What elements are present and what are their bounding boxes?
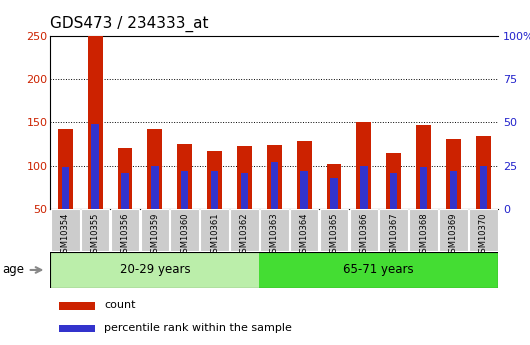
Bar [81,209,110,252]
Bar [301,171,308,209]
Bar [170,209,199,252]
Bar [449,171,457,209]
Text: 65-71 years: 65-71 years [343,264,414,276]
Bar [390,172,398,209]
Text: GSM10366: GSM10366 [359,212,368,258]
Text: GSM10364: GSM10364 [299,212,308,258]
Bar [379,209,408,252]
Bar [147,128,162,209]
Bar [121,172,129,209]
Bar [416,125,431,209]
Text: GSM10368: GSM10368 [419,212,428,258]
Bar [330,178,338,209]
Bar [439,209,468,252]
Bar [476,136,491,209]
Bar [409,209,438,252]
Bar [480,166,487,209]
Bar [207,151,222,209]
Text: GSM10367: GSM10367 [389,212,398,258]
Bar [181,171,189,209]
Text: GSM10363: GSM10363 [270,212,279,258]
Bar [91,124,99,209]
Bar [349,209,378,252]
Text: GSM10365: GSM10365 [330,212,339,258]
Bar [386,152,401,209]
Text: count: count [104,300,136,310]
Bar [297,141,312,209]
Bar [259,252,498,288]
Bar [290,209,319,252]
Bar [50,252,259,288]
Bar [241,172,248,209]
Bar [326,164,341,209]
Bar [420,167,427,209]
Text: percentile rank within the sample: percentile rank within the sample [104,323,292,333]
Text: age: age [3,264,24,276]
Text: 20-29 years: 20-29 years [120,264,190,276]
Bar [360,166,368,209]
Bar [260,209,289,252]
Bar [446,139,461,209]
Text: GSM10359: GSM10359 [151,212,160,258]
Text: GSM10362: GSM10362 [240,212,249,258]
Bar [211,171,218,209]
Text: GSM10354: GSM10354 [61,212,70,258]
Bar [320,209,348,252]
Bar [237,146,252,209]
Bar [118,148,132,209]
Bar [51,209,80,252]
Bar [87,21,103,209]
Text: GSM10370: GSM10370 [479,212,488,258]
Bar [61,167,69,209]
Bar [469,209,498,252]
Bar [111,209,139,252]
Bar [200,209,229,252]
Text: GSM10356: GSM10356 [120,212,129,258]
Bar [356,122,372,209]
Bar [177,144,192,209]
Text: GSM10360: GSM10360 [180,212,189,258]
Bar [59,303,95,310]
Bar [58,128,73,209]
Text: GDS473 / 234333_at: GDS473 / 234333_at [50,16,209,32]
Bar [270,162,278,209]
Bar [151,166,158,209]
Bar [267,145,282,209]
Bar [59,325,95,333]
Text: GSM10355: GSM10355 [91,212,100,258]
Bar [140,209,169,252]
Text: GSM10369: GSM10369 [449,212,458,258]
Text: GSM10361: GSM10361 [210,212,219,258]
Bar [230,209,259,252]
